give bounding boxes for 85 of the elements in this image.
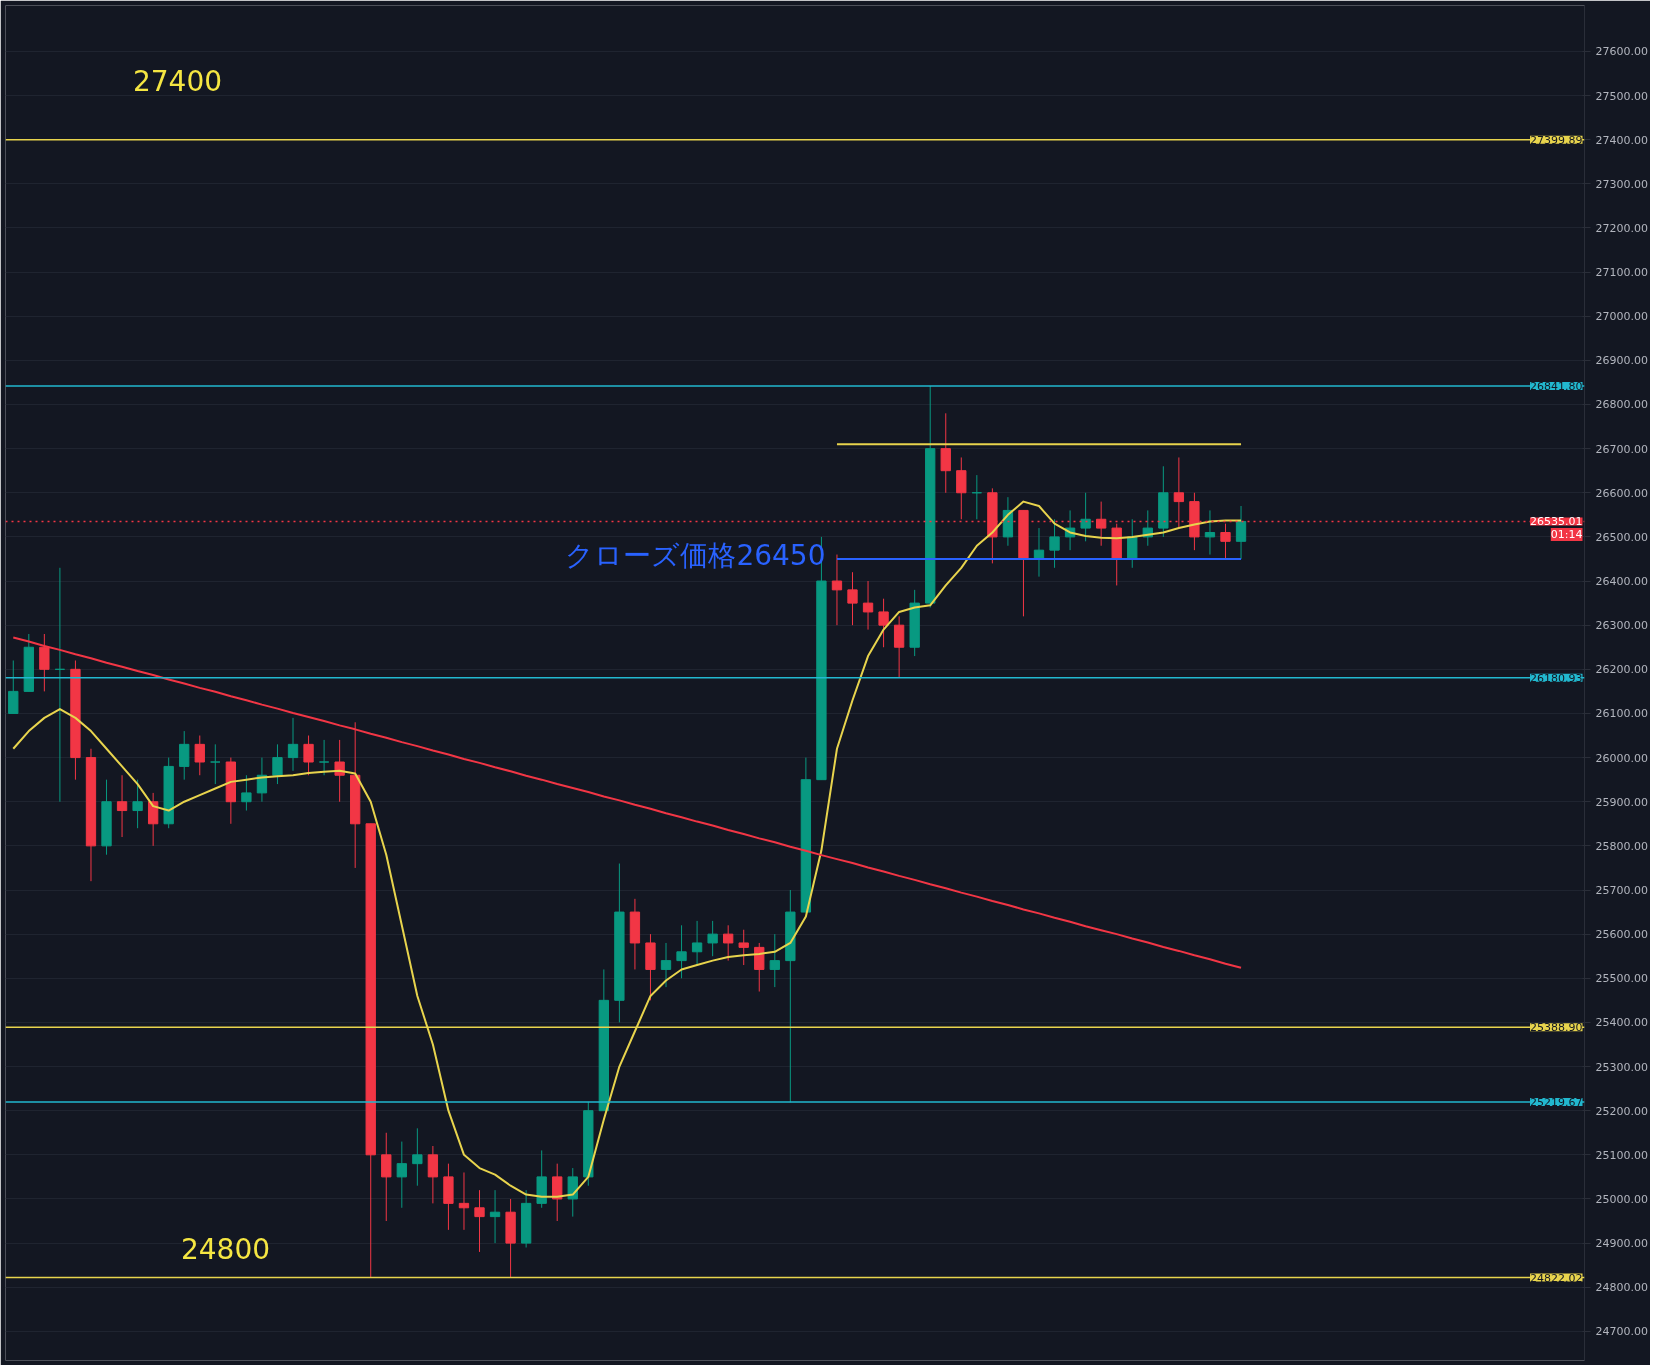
y-tick-label: 26000.00 [1595,751,1648,765]
annotation: クローズ価格26450 [565,539,826,572]
y-tick-label: 26500.00 [1595,530,1648,544]
y-tick-label: 27600.00 [1595,45,1648,59]
candlestick [723,924,734,962]
candlestick [396,1141,407,1209]
candlestick [412,1127,423,1187]
candlestick [210,743,221,785]
candlestick [893,615,905,679]
y-tick-label: 25300.00 [1595,1060,1648,1074]
candlestick [691,920,703,966]
candlestick [707,920,718,957]
y-tick-label: 25400.00 [1595,1016,1648,1030]
candlestick [567,1167,578,1218]
y-tick-label: 25700.00 [1595,884,1648,897]
annotation: 24800 [180,1233,271,1266]
candlestick [179,730,190,781]
candlestick [956,456,967,520]
candlestick [660,942,672,988]
y-tick-label: 25200.00 [1595,1104,1648,1118]
candlestick [303,735,314,776]
candlestick [427,1145,439,1204]
candlestick [1127,518,1138,569]
y-tick-label: 26400.00 [1595,575,1648,589]
candlestick [878,598,889,648]
candlestick [1033,527,1045,578]
y-tick-label: 24900.00 [1595,1237,1648,1251]
candlestick [754,942,765,993]
y-tick-label: 27400.00 [1595,133,1648,147]
candlestick [132,779,143,829]
annotation: 27400 [132,65,223,98]
candlestick [458,1171,470,1231]
y-tick-label: 26200.00 [1595,663,1648,677]
candlestick [381,1132,392,1222]
candlestick [847,571,858,626]
candlestick [676,924,687,979]
y-tick-label: 26100.00 [1595,707,1648,721]
y-tick-label: 25900.00 [1595,795,1648,809]
y-tick-label: 26900.00 [1595,354,1648,368]
y-tick-label: 27500.00 [1595,89,1648,103]
y-tick-label: 25600.00 [1595,928,1648,942]
candlestick [8,659,19,714]
candlestick [738,929,749,966]
candlestick [552,1163,563,1222]
candlestick [940,412,951,494]
ref-line-label: 26180.93 [1530,671,1583,685]
candlestick [272,743,283,785]
y-tick-label: 27200.00 [1595,221,1648,235]
ref-line-label: 25388.90 [1530,1021,1583,1035]
candlestick [241,774,252,812]
candlestick [474,1189,485,1253]
y-tick-label: 24700.00 [1595,1325,1648,1339]
ref-line-label: 26841.80 [1530,380,1583,394]
candlestick [1220,523,1231,560]
y-tick-label: 27100.00 [1595,266,1648,280]
candlestick [1080,492,1091,542]
candlestick [769,933,780,988]
y-tick-label: 27000.00 [1595,310,1648,324]
ref-line-label: 24822.02 [1530,1271,1583,1285]
candlestick [831,554,843,626]
candlestick [54,567,66,803]
y-tick-label: 27300.00 [1595,177,1648,191]
y-tick-label: 26300.00 [1595,619,1648,633]
ref-line-label: 27399.89 [1530,133,1583,147]
y-tick-label: 24800.00 [1595,1281,1648,1295]
candlestick [116,774,128,838]
y-tick-label: 26600.00 [1595,486,1648,500]
y-tick-label: 25100.00 [1595,1148,1648,1162]
y-tick-label: 25000.00 [1595,1192,1648,1206]
candlestick [862,580,874,631]
candlestick [1204,509,1216,556]
candlestick [971,474,982,520]
candlestick [1235,505,1247,560]
candlestick [489,1189,501,1244]
y-tick-label: 26700.00 [1595,442,1648,456]
y-tick-label: 25800.00 [1595,839,1648,853]
y-tick-label: 26800.00 [1595,398,1648,412]
ref-line-label: 26535.01 01:14 [1530,515,1583,541]
y-tick-label: 25500.00 [1595,972,1648,986]
candlestick [318,739,330,776]
candlestick [194,735,205,776]
candlestick [287,717,299,772]
candlestick [1049,518,1060,569]
ref-line-label: 25219.67 [1530,1096,1583,1109]
line-series [12,636,1243,969]
